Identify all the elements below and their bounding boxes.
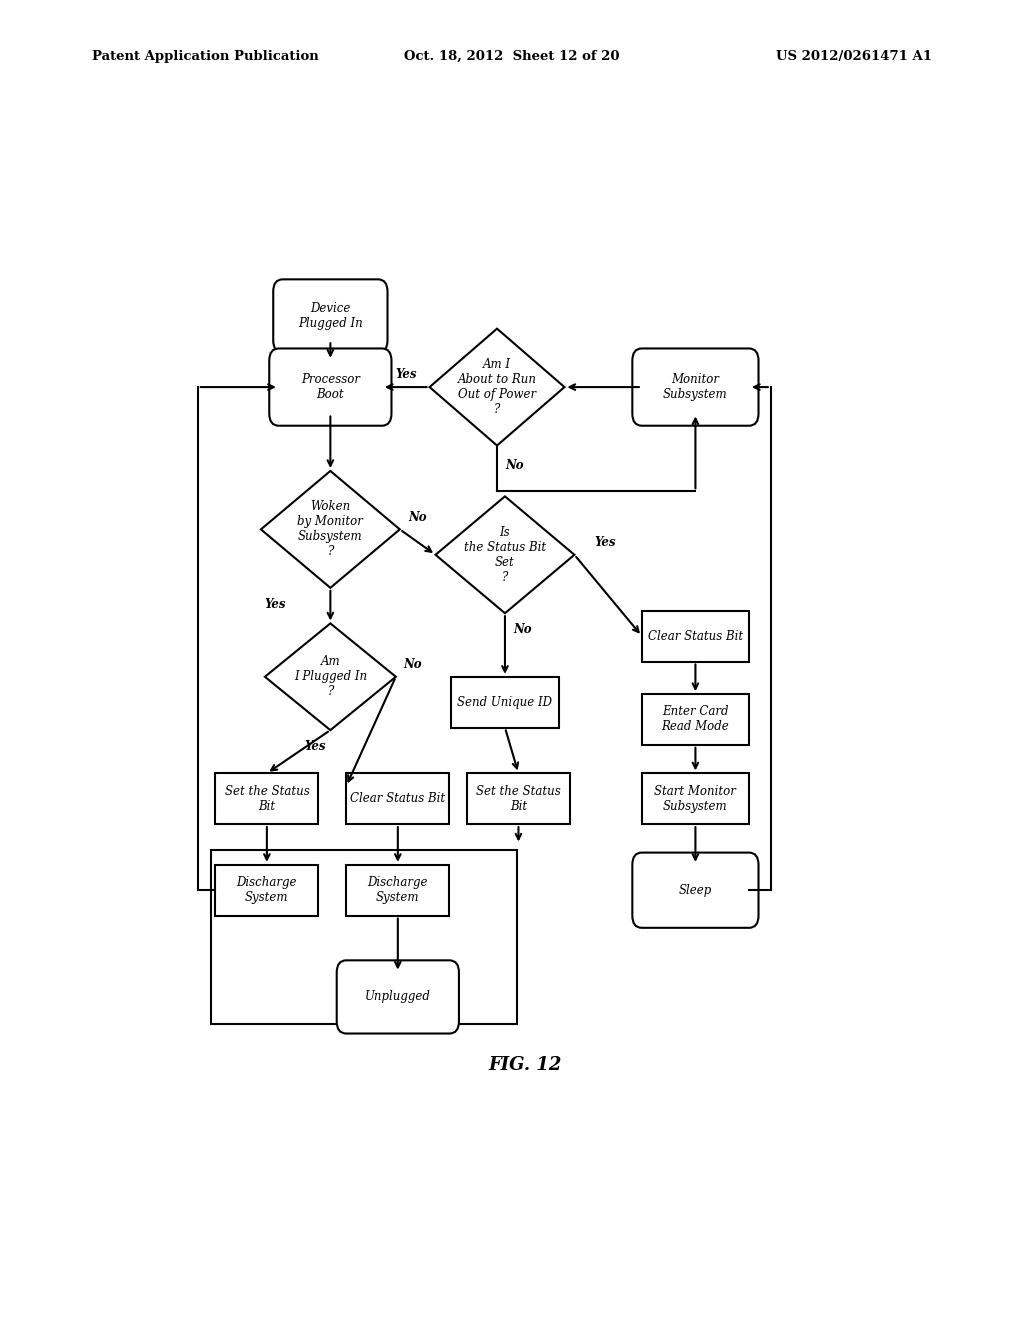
Text: Yes: Yes xyxy=(265,598,287,611)
Text: Yes: Yes xyxy=(305,741,327,754)
Text: Send Unique ID: Send Unique ID xyxy=(458,696,553,709)
Text: Enter Card
Read Mode: Enter Card Read Mode xyxy=(662,705,729,734)
Text: Am
I Plugged In
?: Am I Plugged In ? xyxy=(294,655,367,698)
Bar xyxy=(215,774,318,824)
Bar xyxy=(467,774,570,824)
Bar xyxy=(452,677,558,727)
Text: Yes: Yes xyxy=(594,536,615,549)
Bar xyxy=(642,611,749,661)
Text: Set the Status
Bit: Set the Status Bit xyxy=(224,784,309,813)
Text: Patent Application Publication: Patent Application Publication xyxy=(92,50,318,63)
Text: Unplugged: Unplugged xyxy=(365,990,431,1003)
Bar xyxy=(642,774,749,824)
Text: FIG. 12: FIG. 12 xyxy=(488,1056,561,1074)
Bar xyxy=(346,865,450,916)
Text: US 2012/0261471 A1: US 2012/0261471 A1 xyxy=(776,50,932,63)
Text: Clear Status Bit: Clear Status Bit xyxy=(648,630,743,643)
Polygon shape xyxy=(430,329,564,446)
Text: No: No xyxy=(403,659,423,671)
Text: Discharge
System: Discharge System xyxy=(237,876,297,904)
Text: Monitor
Subsystem: Monitor Subsystem xyxy=(664,374,728,401)
Bar xyxy=(346,774,450,824)
Text: Am I
About to Run
Out of Power
?: Am I About to Run Out of Power ? xyxy=(458,358,537,416)
Text: Is
the Status Bit
Set
?: Is the Status Bit Set ? xyxy=(464,525,546,583)
Text: Woken
by Monitor
Subsystem
?: Woken by Monitor Subsystem ? xyxy=(297,500,364,558)
Text: Sleep: Sleep xyxy=(679,883,712,896)
Text: Start Monitor
Subsystem: Start Monitor Subsystem xyxy=(654,784,736,813)
Bar xyxy=(215,865,318,916)
Polygon shape xyxy=(435,496,574,614)
Text: Processor
Boot: Processor Boot xyxy=(301,374,359,401)
Text: Yes: Yes xyxy=(395,368,417,381)
FancyBboxPatch shape xyxy=(633,348,759,426)
Text: Device
Plugged In: Device Plugged In xyxy=(298,302,362,330)
FancyBboxPatch shape xyxy=(273,280,387,352)
Text: No: No xyxy=(505,459,523,471)
Text: Set the Status
Bit: Set the Status Bit xyxy=(476,784,561,813)
Text: Oct. 18, 2012  Sheet 12 of 20: Oct. 18, 2012 Sheet 12 of 20 xyxy=(404,50,620,63)
Text: No: No xyxy=(409,511,427,524)
FancyBboxPatch shape xyxy=(337,961,459,1034)
Text: Clear Status Bit: Clear Status Bit xyxy=(350,792,445,805)
Text: No: No xyxy=(513,623,531,636)
Polygon shape xyxy=(265,623,396,730)
Bar xyxy=(211,850,517,1024)
Polygon shape xyxy=(261,471,399,587)
Bar xyxy=(642,694,749,744)
FancyBboxPatch shape xyxy=(633,853,759,928)
FancyBboxPatch shape xyxy=(269,348,391,426)
Text: Discharge
System: Discharge System xyxy=(368,876,428,904)
